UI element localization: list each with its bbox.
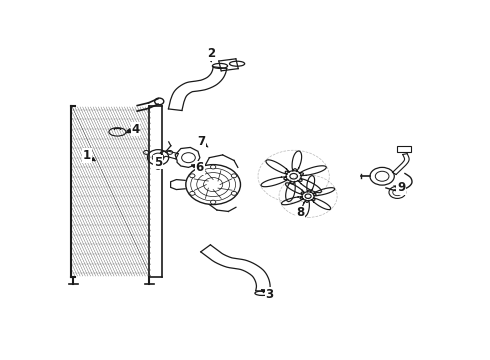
- Text: 9: 9: [394, 181, 405, 194]
- Circle shape: [231, 174, 237, 178]
- Text: 5: 5: [154, 156, 163, 169]
- Text: 3: 3: [262, 288, 273, 301]
- Text: 1: 1: [83, 149, 95, 162]
- Circle shape: [211, 165, 216, 169]
- Circle shape: [389, 186, 406, 198]
- Circle shape: [211, 200, 216, 204]
- Text: 8: 8: [296, 206, 305, 219]
- Circle shape: [186, 165, 241, 204]
- Text: 4: 4: [127, 123, 140, 136]
- Circle shape: [302, 192, 314, 201]
- Text: 7: 7: [197, 135, 208, 148]
- Circle shape: [190, 192, 195, 195]
- Text: 2: 2: [207, 47, 215, 62]
- Circle shape: [231, 192, 237, 195]
- Bar: [397, 146, 411, 152]
- Circle shape: [286, 171, 301, 182]
- Circle shape: [190, 174, 195, 178]
- Text: 6: 6: [192, 161, 204, 175]
- Circle shape: [370, 167, 394, 185]
